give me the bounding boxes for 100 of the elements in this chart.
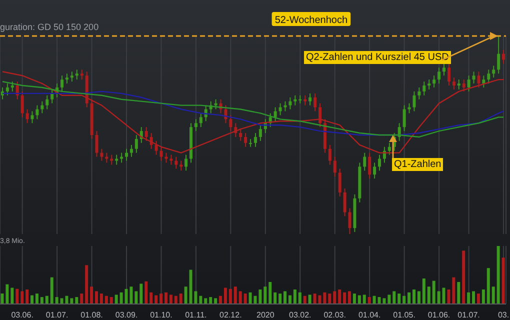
bar <box>120 292 123 304</box>
bar <box>30 295 34 304</box>
candlestick <box>184 154 188 172</box>
bar <box>437 291 440 304</box>
candlestick <box>164 152 168 164</box>
bar <box>284 291 287 304</box>
candlestick <box>174 156 178 170</box>
candlestick <box>274 106 277 122</box>
bar <box>388 294 391 304</box>
bar <box>402 296 406 304</box>
bar <box>452 277 456 304</box>
bar <box>154 295 158 304</box>
bar <box>343 292 346 304</box>
bar <box>323 292 326 304</box>
x-tick-label: 03.02. <box>289 310 312 320</box>
bar <box>417 291 420 304</box>
bar <box>55 297 58 304</box>
bar <box>358 295 361 304</box>
candlestick <box>144 126 148 142</box>
candlestick <box>457 79 460 90</box>
candlestick <box>432 75 436 88</box>
ref-line-label: 52-Wochenhoch <box>274 15 348 26</box>
bar <box>244 294 247 304</box>
bar <box>80 294 84 304</box>
candlestick <box>229 114 232 132</box>
candlestick <box>314 92 317 112</box>
x-tick-label: 01.07. <box>458 310 480 320</box>
candlestick <box>134 134 138 154</box>
bar <box>264 286 267 304</box>
bar <box>467 292 470 304</box>
x-tick-label: 01.06. <box>428 310 450 320</box>
bar <box>6 284 9 304</box>
bar <box>258 290 262 304</box>
bar <box>274 292 277 304</box>
bar <box>45 296 48 304</box>
candlestick <box>487 69 490 84</box>
candlestick <box>447 63 450 86</box>
candlestick <box>199 112 202 128</box>
x-tick-label: 02.12. <box>220 310 242 320</box>
candlestick <box>70 71 74 82</box>
bar <box>482 290 485 304</box>
candlestick <box>452 77 456 90</box>
bar <box>144 281 148 304</box>
bar <box>0 294 4 304</box>
candlestick <box>194 118 198 132</box>
bar <box>169 294 172 304</box>
candlestick <box>105 152 108 164</box>
candlestick <box>402 104 406 132</box>
x-tick-label: 01.08. <box>80 310 103 320</box>
bar <box>134 291 138 304</box>
x-tick-label: 01.10. <box>150 310 172 320</box>
candlestick <box>100 148 104 162</box>
x-tick-label: 03.06. <box>11 310 34 320</box>
candlestick <box>16 81 19 100</box>
bar <box>199 296 202 304</box>
bar <box>472 291 476 304</box>
candlestick <box>348 208 352 234</box>
bar <box>293 290 296 304</box>
bar <box>50 277 54 304</box>
candlestick <box>502 49 506 64</box>
candlestick <box>428 79 431 90</box>
bar <box>462 250 466 304</box>
bar <box>35 294 38 304</box>
candlestick <box>438 67 441 84</box>
candlestick <box>368 152 372 180</box>
candlestick <box>120 152 124 164</box>
bar <box>10 288 14 304</box>
bar <box>70 298 74 304</box>
candlestick <box>462 79 466 92</box>
bar <box>20 291 24 304</box>
bar <box>372 296 376 304</box>
bar <box>368 297 371 304</box>
bar <box>486 268 490 304</box>
candlestick <box>284 100 287 112</box>
bar <box>288 295 292 304</box>
candlestick <box>363 152 366 172</box>
candlestick <box>442 63 446 76</box>
bar <box>427 286 430 304</box>
bar <box>308 294 312 304</box>
bar <box>164 292 168 304</box>
bar <box>209 297 212 304</box>
candlestick <box>422 81 426 96</box>
candlestick <box>408 102 411 114</box>
candlestick <box>80 69 84 80</box>
bar <box>90 286 94 304</box>
candlestick <box>60 75 64 92</box>
candlestick <box>378 154 382 172</box>
bar <box>179 294 182 304</box>
bar <box>298 292 302 304</box>
candlestick <box>125 148 128 162</box>
candlestick <box>418 86 421 100</box>
candlestick <box>75 69 78 80</box>
candlestick <box>492 65 496 78</box>
candlestick <box>482 75 486 88</box>
candlestick <box>398 122 401 142</box>
bar <box>338 290 342 304</box>
candlestick <box>388 142 391 156</box>
candlestick <box>30 110 34 124</box>
x-tick-label: 02.03. <box>324 310 346 320</box>
candlestick <box>254 132 257 148</box>
